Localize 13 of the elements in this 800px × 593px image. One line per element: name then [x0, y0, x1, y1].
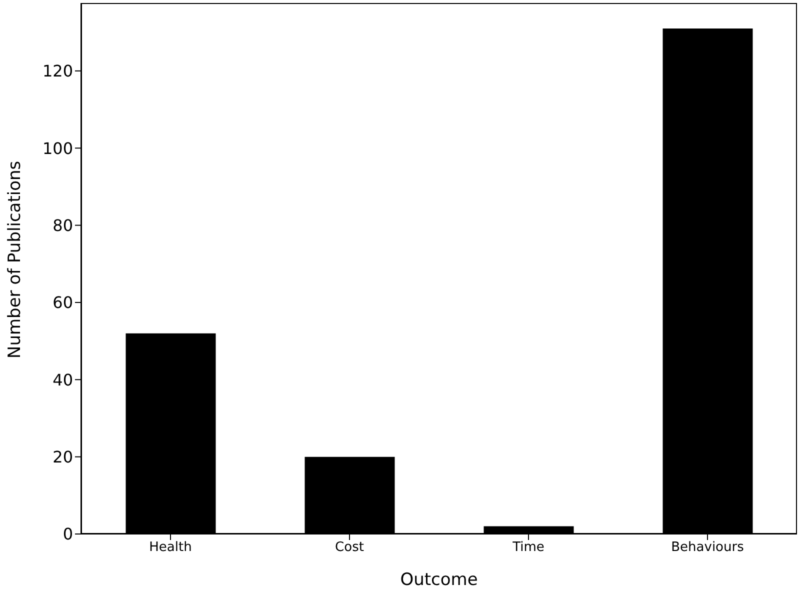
y-axis-title: Number of Publications [5, 160, 26, 358]
x-tick-label: Time [512, 540, 544, 556]
y-tick-label: 80 [52, 216, 73, 235]
y-tick-label: 120 [42, 62, 73, 81]
x-tick-label: Cost [335, 540, 364, 556]
x-tick-label: Behaviours [671, 540, 744, 556]
y-tick-label: 100 [42, 138, 73, 158]
y-tick-label: 60 [52, 293, 73, 312]
x-axis-title: Outcome [400, 570, 478, 590]
x-tick-label: Health [149, 540, 192, 556]
y-tick-label: 20 [52, 448, 73, 466]
y-tick-label: 40 [52, 370, 73, 390]
y-tick-label: 0 [62, 524, 73, 544]
